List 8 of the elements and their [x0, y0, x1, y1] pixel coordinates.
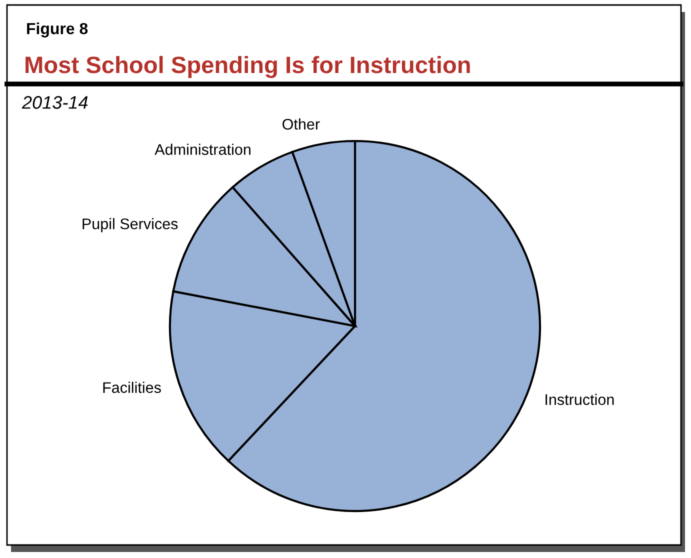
chart-title: Most School Spending Is for Instruction	[26, 56, 470, 78]
slice-label: Administration	[154, 144, 250, 155]
caption: Figure 8	[27, 22, 88, 38]
slice-label: Instruction	[546, 394, 614, 406]
slice-label: Other	[282, 118, 320, 130]
slice-label: Pupil Services	[82, 218, 178, 232]
chart-subtitle: 2013-14	[22, 96, 88, 109]
slice-label: Facilities	[103, 382, 161, 393]
